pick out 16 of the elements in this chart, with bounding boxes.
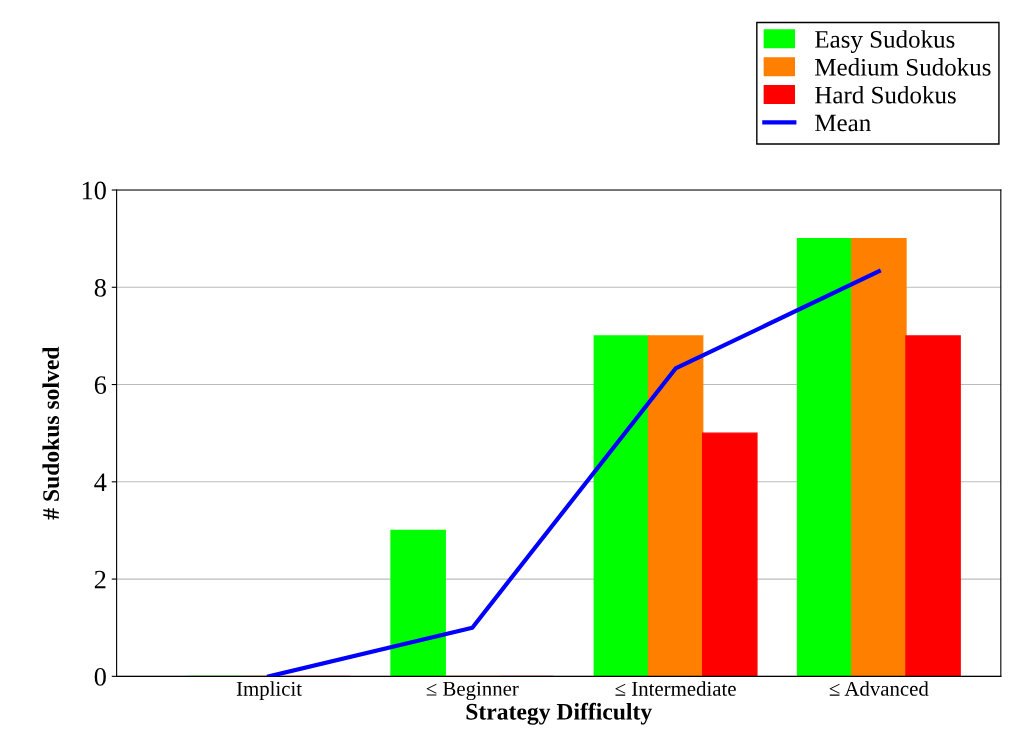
y-tick-label: 8	[94, 278, 106, 297]
legend-label: Hard Sudokus	[815, 85, 956, 104]
legend-label: Medium Sudokus	[815, 58, 991, 76]
legend-label: Easy Sudokus	[815, 30, 955, 53]
x-tick-label: ≤ Beginner	[426, 681, 519, 701]
y-tick-label: 2	[94, 570, 106, 589]
x-tick-label: Implicit	[236, 681, 302, 701]
y-tick-label: 6	[94, 376, 107, 394]
x-tick-label: ≤ Intermediate	[615, 681, 736, 696]
legend-label: Mean	[815, 114, 871, 132]
y-tick-label: 4	[94, 473, 107, 491]
x-axis-title: Strategy Difficulty	[466, 702, 652, 725]
y-axis-title: # Sudokus solved	[42, 346, 60, 520]
y-tick-label: 0	[94, 667, 106, 686]
y-tick-label: 10	[82, 181, 106, 200]
x-tick-label: ≤ Advanced	[829, 681, 929, 696]
